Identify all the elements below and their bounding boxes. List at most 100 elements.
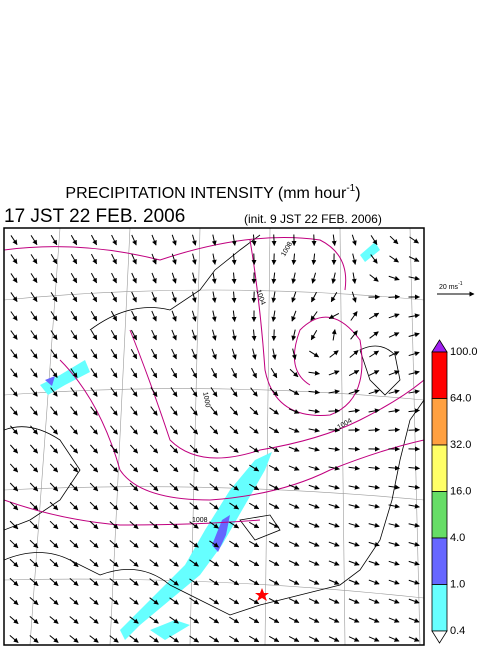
wind-arrow (129, 444, 139, 454)
wind-arrow (328, 484, 340, 490)
wind-arrow (90, 291, 98, 303)
wind-arrow (110, 406, 118, 416)
wind-arrow (30, 273, 38, 284)
wind-arrow (229, 616, 240, 624)
wind-arrow (189, 559, 199, 567)
wind-arrow (308, 503, 320, 509)
wind-arrow (291, 272, 297, 284)
wind-arrow (311, 291, 317, 303)
wind-arrow (49, 558, 59, 568)
wind-arrow (149, 463, 159, 473)
wind-arrow (150, 387, 158, 397)
wind-arrow (328, 617, 340, 623)
wind-arrow (150, 368, 158, 379)
colorbar-label: 32.0 (450, 439, 471, 451)
wind-arrow (288, 465, 300, 471)
wind-arrow (70, 387, 78, 397)
wind-arrow (308, 389, 320, 395)
wind-arrow (29, 635, 39, 643)
wind-arrow (111, 234, 117, 246)
wind-arrow (230, 387, 238, 397)
wind-arrow (388, 275, 400, 281)
wind-arrow (29, 616, 39, 624)
wind-arrow (90, 349, 98, 360)
wind-arrow (288, 598, 300, 604)
wind-arrow (248, 635, 260, 643)
wind-arrow (151, 291, 157, 303)
wind-arrow (170, 406, 178, 416)
wind-arrow (209, 540, 219, 548)
wind-arrow (130, 348, 138, 360)
wind-arrow (291, 253, 297, 265)
contour-label: 1004 (336, 417, 353, 431)
wind-arrow (191, 348, 197, 360)
wind-arrow (368, 617, 380, 623)
wind-arrow (229, 559, 240, 567)
wind-arrow (9, 596, 19, 606)
wind-arrow (231, 367, 237, 379)
wind-arrow (408, 427, 420, 433)
wind-arrow (169, 463, 179, 473)
wind-arrow (70, 406, 78, 416)
wind-arrow (369, 274, 379, 282)
wind-arrow (368, 408, 380, 414)
wind-arrow (328, 598, 340, 604)
wind-arrow (69, 482, 79, 492)
wind-arrow (150, 348, 158, 360)
contour-label: 1008 (280, 241, 294, 258)
wind-arrow (388, 579, 400, 585)
wind-arrow (109, 597, 119, 605)
colorbar-label: 1.0 (450, 578, 465, 590)
wind-arrow (268, 503, 280, 509)
wind-arrow (288, 560, 300, 566)
wind-arrow (389, 255, 399, 263)
wind-arrow (328, 579, 340, 585)
wind-arrow (310, 329, 318, 341)
wind-arrow (248, 540, 260, 548)
wind-vectors (9, 234, 420, 643)
wind-arrow (109, 559, 119, 567)
wind-arrow (171, 310, 177, 322)
wind-arrow (70, 311, 78, 322)
wind-arrow (310, 311, 318, 321)
wind-arrow (308, 579, 320, 585)
wind-arrow (368, 465, 380, 471)
valid-time: 17 JST 22 FEB. 2006 (4, 206, 185, 227)
wind-arrow (408, 370, 420, 376)
wind-arrow (70, 425, 78, 435)
wind-arrow (30, 425, 38, 435)
wind-arrow (250, 387, 258, 397)
wind-arrow (268, 465, 280, 471)
wind-arrow (90, 310, 98, 322)
wind-arrow (49, 482, 59, 492)
wind-arrow (50, 349, 58, 359)
wind-arrow (331, 272, 337, 284)
wind-arrow (89, 578, 99, 586)
wind-arrow (70, 330, 78, 341)
wind-arrow (151, 329, 157, 341)
wind-arrow (9, 635, 19, 643)
wind-arrow (231, 348, 237, 360)
wind-arrow (10, 292, 18, 302)
wind-arrow (271, 291, 277, 303)
wind-arrow (50, 387, 58, 397)
colorbar-label: 4.0 (450, 532, 465, 544)
wind-arrow (268, 484, 280, 490)
wind-arrow (29, 597, 39, 605)
wind-arrow (209, 597, 220, 605)
wind-arrow (388, 332, 400, 338)
isobars (4, 237, 424, 526)
coastlines (4, 234, 424, 616)
wind-arrow (50, 254, 58, 265)
wind-arrow (308, 617, 320, 623)
wind-arrow (348, 369, 360, 377)
wind-arrow (129, 597, 139, 605)
wind-arrow (249, 445, 259, 453)
wind-arrow (251, 367, 257, 379)
wind-arrow (330, 292, 338, 303)
wind-arrow (10, 368, 18, 378)
wind-arrow (10, 273, 18, 283)
wind-arrow (268, 522, 280, 528)
wind-arrow (408, 560, 420, 566)
wind-arrow (50, 273, 58, 284)
